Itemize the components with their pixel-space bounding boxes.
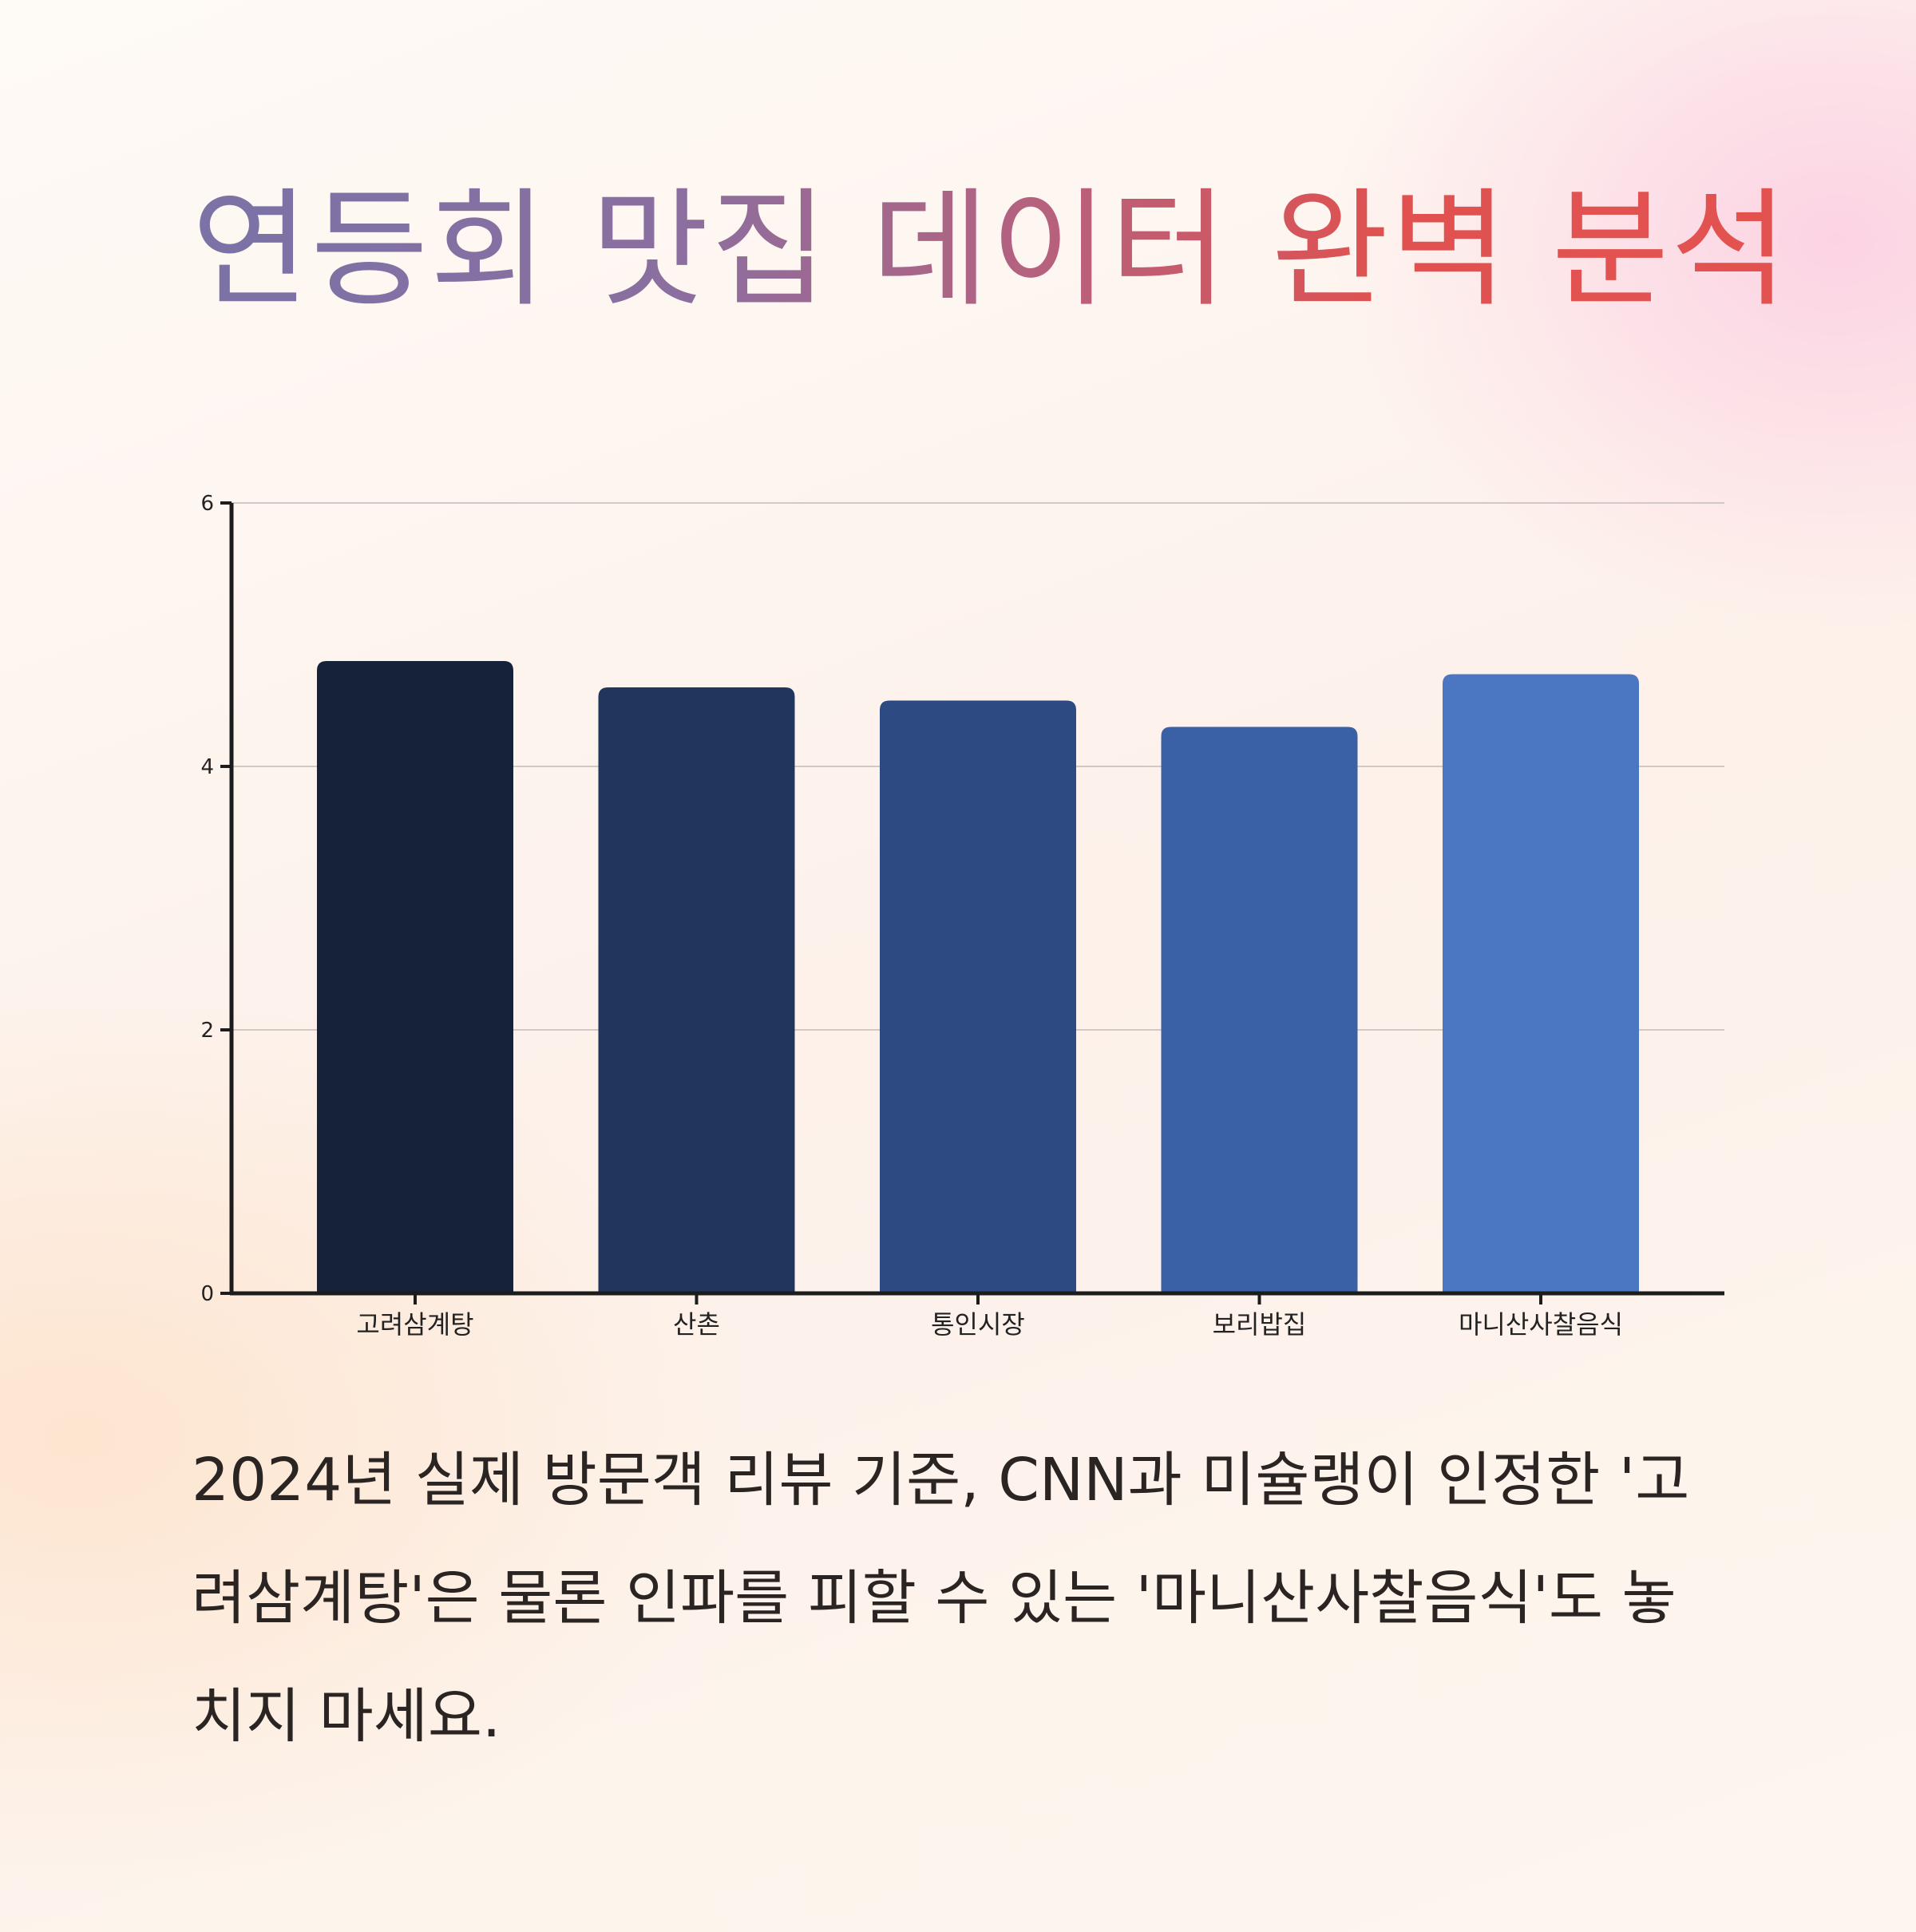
page-title: 연등회 맛집 데이터 완벽 분석 (192, 175, 1790, 324)
bar (1161, 726, 1358, 1293)
bar-chart: 0 2 4 6 고려삼계탕 산촌 통인시장 보리밥집 마니산사찰음식 (200, 492, 1724, 1340)
x-tick-label: 마니산사찰음식 (1459, 1309, 1623, 1340)
x-tick-label: 통인시장 (931, 1309, 1025, 1340)
x-axis-ticks: 고려삼계탕 산촌 통인시장 보리밥집 마니산사찰음식 (356, 1293, 1623, 1340)
description-text: 2024년 실제 방문객 리뷰 기준, CNN과 미슐랭이 인정한 '고려삼계탕… (192, 1446, 1690, 1751)
x-tick-label: 산촌 (673, 1309, 720, 1340)
bar (317, 661, 513, 1293)
y-tick-label: 6 (200, 492, 214, 516)
bar (1443, 674, 1639, 1293)
x-tick-label: 고려삼계탕 (356, 1309, 473, 1340)
y-axis-ticks: 0 2 4 6 (200, 492, 232, 1306)
x-tick-label: 보리밥집 (1213, 1309, 1307, 1340)
y-tick-label: 0 (200, 1282, 214, 1306)
bars (317, 661, 1639, 1293)
bar (880, 700, 1076, 1293)
y-tick-label: 4 (200, 755, 214, 779)
bar (598, 687, 795, 1293)
y-tick-label: 2 (200, 1019, 214, 1043)
